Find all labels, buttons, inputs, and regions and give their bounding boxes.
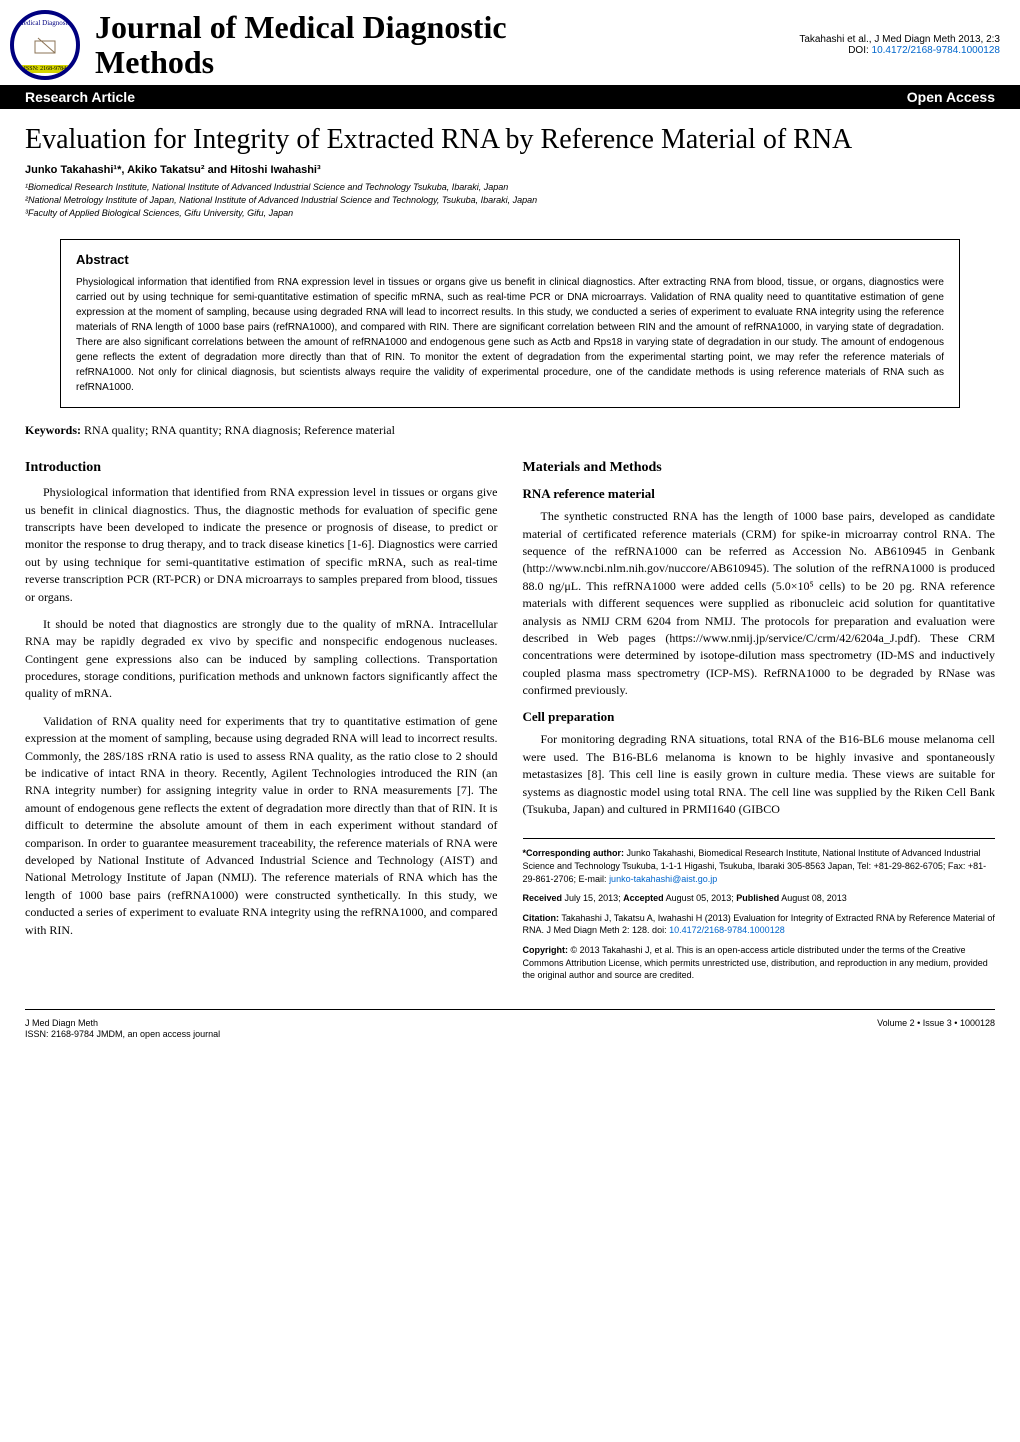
citation-short: Takahashi et al., J Med Diagn Meth 2013,… bbox=[799, 34, 1000, 45]
right-column: Materials and Methods RNA reference mate… bbox=[523, 450, 996, 989]
copyright-text: © 2013 Takahashi J, et al. This is an op… bbox=[523, 945, 988, 980]
dates-line: Received July 15, 2013; Accepted August … bbox=[523, 892, 996, 905]
materials-methods-heading: Materials and Methods bbox=[523, 460, 996, 476]
intro-para-3: Validation of RNA quality need for exper… bbox=[25, 713, 498, 939]
citation-label: Citation: bbox=[523, 913, 560, 923]
abstract-text: Physiological information that identifie… bbox=[76, 275, 944, 395]
affiliation-1: ¹Biomedical Research Institute, National… bbox=[25, 181, 995, 194]
intro-para-2: It should be noted that diagnostics are … bbox=[25, 616, 498, 703]
published-date: August 08, 2013 bbox=[781, 893, 847, 903]
keywords-text: RNA quality; RNA quantity; RNA diagnosis… bbox=[84, 423, 395, 437]
header-doi-link[interactable]: 10.4172/2168-9784.1000128 bbox=[872, 45, 1000, 56]
article-title: Evaluation for Integrity of Extracted RN… bbox=[0, 109, 1020, 164]
footer-left: J Med Diagn Meth ISSN: 2168-9784 JMDM, a… bbox=[25, 1018, 220, 1041]
journal-logo: Medical Diagnostic ISSN: 2168-9784 bbox=[10, 10, 80, 80]
abstract-heading: Abstract bbox=[76, 252, 944, 267]
accepted-label: Accepted bbox=[623, 893, 664, 903]
footer-journal-abbrev: J Med Diagn Meth bbox=[25, 1018, 220, 1030]
page-footer: J Med Diagn Meth ISSN: 2168-9784 JMDM, a… bbox=[25, 1009, 995, 1056]
citation-block: Citation: Takahashi J, Takatsu A, Iwahas… bbox=[523, 912, 996, 937]
cell-prep-text: For monitoring degrading RNA situations,… bbox=[523, 731, 996, 818]
copyright-label: Copyright: bbox=[523, 945, 569, 955]
received-date: July 15, 2013; bbox=[565, 893, 621, 903]
footer-volume-issue: Volume 2 • Issue 3 • 1000128 bbox=[877, 1018, 995, 1041]
published-label: Published bbox=[736, 893, 779, 903]
affiliation-3: ³Faculty of Applied Biological Sciences,… bbox=[25, 207, 995, 220]
journal-title: Journal of Medical Diagnostic Methods bbox=[95, 10, 507, 80]
logo-issn: ISSN: 2168-9784 bbox=[22, 65, 68, 73]
left-column: Introduction Physiological information t… bbox=[25, 450, 498, 989]
article-type-bar: Research Article Open Access bbox=[0, 85, 1020, 109]
doi-label: DOI: bbox=[848, 45, 869, 56]
corresponding-box: *Corresponding author: Junko Takahashi, … bbox=[523, 838, 996, 981]
affiliations: ¹Biomedical Research Institute, National… bbox=[0, 181, 1020, 229]
accepted-date: August 05, 2013; bbox=[666, 893, 734, 903]
keywords-label: Keywords: bbox=[25, 423, 81, 437]
corresponding-author: *Corresponding author: Junko Takahashi, … bbox=[523, 847, 996, 885]
citation-doi-link[interactable]: 10.4172/2168-9784.1000128 bbox=[669, 925, 785, 935]
rna-ref-text: The synthetic constructed RNA has the le… bbox=[523, 508, 996, 699]
corresponding-email[interactable]: junko-takahashi@aist.go.jp bbox=[609, 874, 717, 884]
open-access-label: Open Access bbox=[907, 89, 995, 105]
authors: Junko Takahashi¹*, Akiko Takatsu² and Hi… bbox=[0, 164, 1020, 181]
keywords-line: Keywords: RNA quality; RNA quantity; RNA… bbox=[25, 423, 995, 438]
journal-title-line1: Journal of Medical Diagnostic bbox=[95, 10, 507, 45]
journal-header: Medical Diagnostic ISSN: 2168-9784 Journ… bbox=[0, 0, 1020, 85]
footer-issn: ISSN: 2168-9784 JMDM, an open access jou… bbox=[25, 1029, 220, 1041]
cell-prep-heading: Cell preparation bbox=[523, 709, 996, 725]
rna-ref-heading: RNA reference material bbox=[523, 486, 996, 502]
main-content: Keywords: RNA quality; RNA quantity; RNA… bbox=[0, 423, 1020, 989]
journal-title-line2: Methods bbox=[95, 45, 507, 80]
introduction-heading: Introduction bbox=[25, 460, 498, 476]
affiliation-2: ²National Metrology Institute of Japan, … bbox=[25, 194, 995, 207]
corresponding-label: *Corresponding author: bbox=[523, 848, 625, 858]
header-citation: Takahashi et al., J Med Diagn Meth 2013,… bbox=[799, 34, 1000, 56]
abstract-box: Abstract Physiological information that … bbox=[60, 239, 960, 408]
received-label: Received bbox=[523, 893, 563, 903]
logo-curved-text: Medical Diagnostic bbox=[17, 19, 72, 27]
copyright-block: Copyright: © 2013 Takahashi J, et al. Th… bbox=[523, 944, 996, 982]
two-column-layout: Introduction Physiological information t… bbox=[25, 450, 995, 989]
logo-graphic-icon bbox=[30, 33, 60, 58]
article-type: Research Article bbox=[25, 89, 135, 105]
intro-para-1: Physiological information that identifie… bbox=[25, 484, 498, 606]
